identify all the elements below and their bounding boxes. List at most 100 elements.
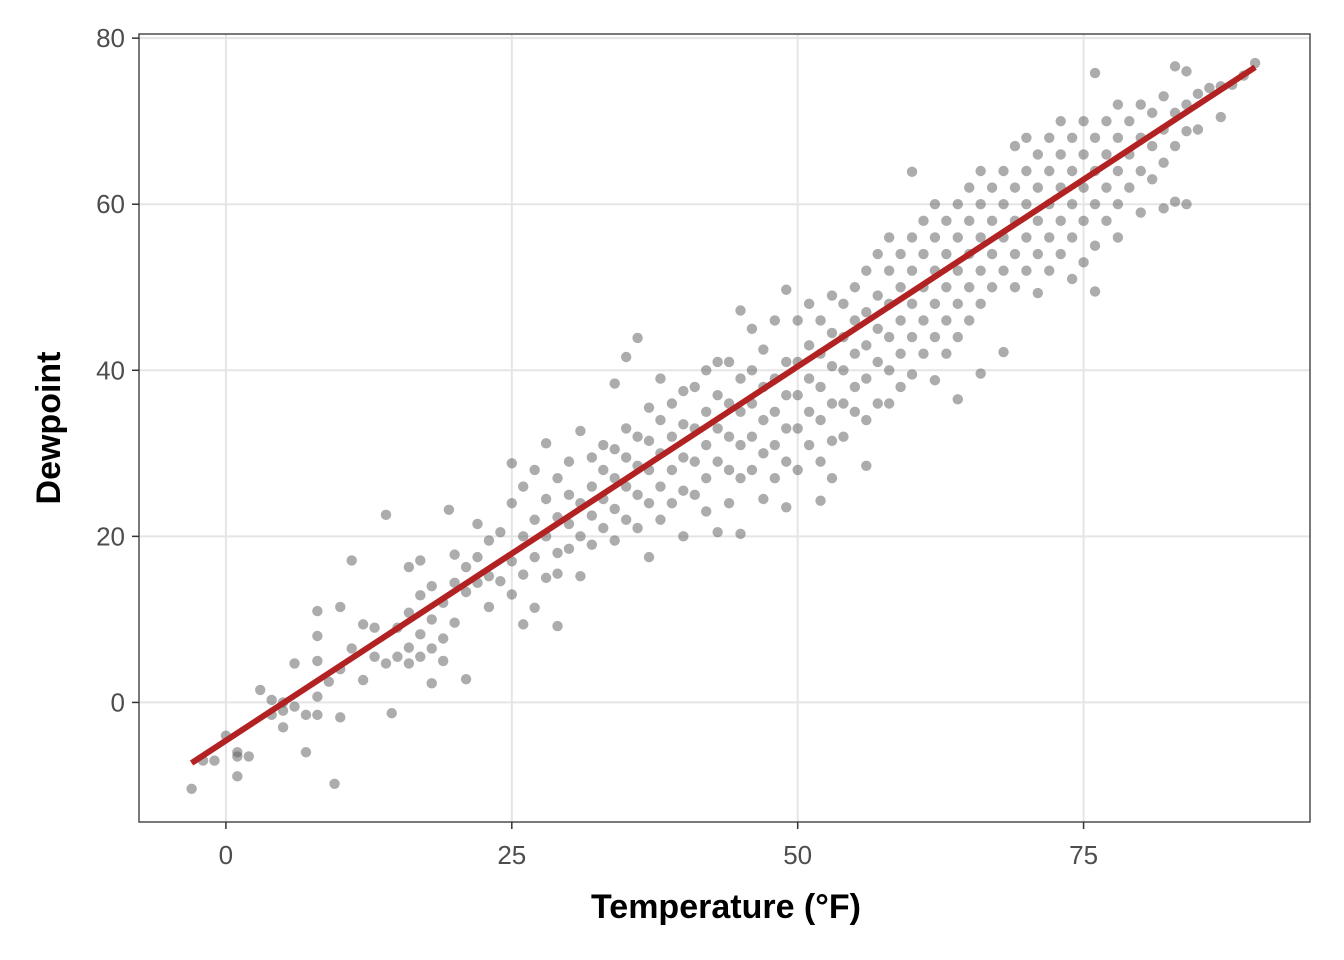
data-point [781,356,792,368]
data-point [380,658,392,669]
data-point [906,369,918,380]
y-tick-label: 80 [96,23,125,53]
data-point [998,265,1009,276]
data-point [1112,165,1124,177]
data-point [1124,182,1135,193]
data-point [678,452,689,463]
data-point [312,709,323,721]
data-point [243,751,254,762]
data-point [952,298,963,310]
trend-line [189,64,1257,766]
data-point [529,464,540,476]
data-point [426,643,437,654]
data-point [1112,199,1124,210]
data-point [964,315,975,326]
data-point [609,473,620,484]
data-point [872,356,883,368]
data-point [1089,286,1101,297]
data-point [964,182,975,193]
data-point [575,571,586,582]
data-point [838,398,849,409]
data-point [655,414,666,426]
data-point [392,651,403,662]
data-point [1089,240,1101,251]
data-point [632,332,643,344]
data-point [735,439,746,451]
data-point [620,514,632,525]
data-point [632,431,643,442]
x-axis-title: Temperature (°F) [591,888,861,926]
data-point [449,577,460,589]
data-point [781,284,792,295]
data-point [666,464,678,476]
data-point [906,331,918,343]
data-point [998,346,1009,358]
data-point [1124,115,1135,127]
y-tick-label: 20 [96,521,125,551]
data-point [586,481,598,492]
data-point [1181,199,1192,210]
data-point [1021,165,1032,177]
data-point [357,619,369,630]
x-tick-label: 25 [497,840,526,870]
data-point [781,390,792,401]
data-point [632,489,643,501]
data-point [1066,273,1078,285]
data-point [575,531,586,542]
data-point [598,522,609,534]
data-point [655,481,666,492]
data-point [781,423,792,434]
data-point [483,601,495,613]
data-point [998,165,1009,177]
data-point [598,439,609,451]
data-point [266,694,277,706]
data-point [1032,248,1044,260]
data-point [758,344,769,355]
data-point [529,514,540,525]
data-point [678,485,689,496]
data-point [712,390,723,401]
data-point [883,232,895,243]
data-point [1204,82,1215,94]
data-point [872,323,883,334]
data-point [335,601,346,613]
data-point [678,385,689,397]
data-point [883,265,895,276]
data-point [1135,165,1146,177]
data-point [506,589,517,600]
data-point [689,381,700,393]
data-point [815,414,826,426]
data-point [689,456,700,467]
data-point [781,456,792,467]
data-point [1066,132,1078,143]
data-point [1135,99,1146,110]
data-point [861,306,872,318]
data-point [540,438,552,449]
data-point [1009,282,1021,293]
data-point [415,629,426,640]
data-point [312,630,323,642]
data-point [1044,165,1055,177]
x-tick-label: 75 [1069,840,1098,870]
data-point [312,655,323,667]
data-point [941,248,952,260]
data-point [1146,107,1158,119]
data-point [1044,232,1055,243]
data-point [209,755,220,766]
data-point [815,456,826,467]
data-point [1021,199,1032,210]
data-point [232,747,243,758]
data-point [986,248,998,260]
data-point [723,497,735,509]
data-point [323,676,335,687]
data-point [1021,265,1032,276]
data-point [300,747,312,758]
data-point [1158,203,1169,214]
data-point [1169,196,1181,207]
data-point [895,381,906,393]
data-point [849,315,861,326]
data-point [495,575,506,587]
plot-panel-border [138,33,1311,823]
data-point [701,473,712,484]
data-point [929,331,941,343]
